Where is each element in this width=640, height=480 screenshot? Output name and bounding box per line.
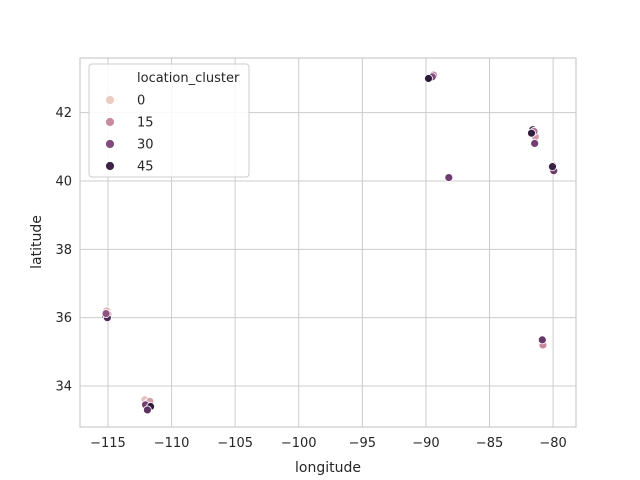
y-tick-label: 34	[55, 380, 72, 395]
legend-label: 0	[137, 94, 145, 109]
x-tick-label: −80	[539, 436, 566, 451]
plot-border	[79, 57, 577, 428]
plot-frame	[79, 57, 577, 428]
scatter-point	[548, 162, 557, 172]
y-tick-label: 42	[55, 106, 72, 121]
y-tick-label: 36	[55, 311, 72, 326]
y-tick-label: 38	[55, 243, 72, 258]
legend-marker	[105, 161, 115, 171]
scatter-point	[530, 139, 540, 148]
x-tick-label: −95	[349, 436, 376, 451]
y-axis-ticks: 34 36 38 40 42	[55, 106, 72, 394]
legend-title: location_cluster	[137, 71, 240, 86]
x-tick-label: −85	[476, 436, 503, 451]
scatter-point	[101, 309, 111, 318]
legend-label: 45	[137, 160, 154, 175]
legend-marker	[105, 117, 115, 127]
scatter-point	[444, 173, 454, 182]
scatter-point	[537, 335, 547, 345]
legend-marker	[105, 139, 115, 149]
legend-entries: 0 15 30 45	[105, 94, 154, 175]
y-axis-label: latitude	[29, 215, 45, 269]
legend-marker	[105, 95, 115, 105]
scatter-point	[527, 128, 536, 138]
x-axis-ticks: −115 −110 −105 −100 −95 −90 −85 −80	[90, 436, 567, 451]
legend-label: 15	[137, 116, 154, 131]
x-tick-label: −110	[154, 436, 190, 451]
scatter-point	[143, 405, 152, 415]
x-tick-label: −100	[281, 436, 317, 451]
x-axis-label: longitude	[295, 460, 361, 476]
scatter-point	[424, 74, 433, 83]
x-tick-label: −115	[90, 436, 126, 451]
y-tick-label: 40	[55, 175, 72, 190]
legend: location_cluster 0 15 30 45	[88, 63, 250, 178]
x-tick-label: −90	[412, 436, 439, 451]
data-points	[101, 70, 559, 415]
x-tick-label: −105	[217, 436, 253, 451]
legend-label: 30	[137, 138, 154, 153]
legend-box	[88, 63, 250, 178]
